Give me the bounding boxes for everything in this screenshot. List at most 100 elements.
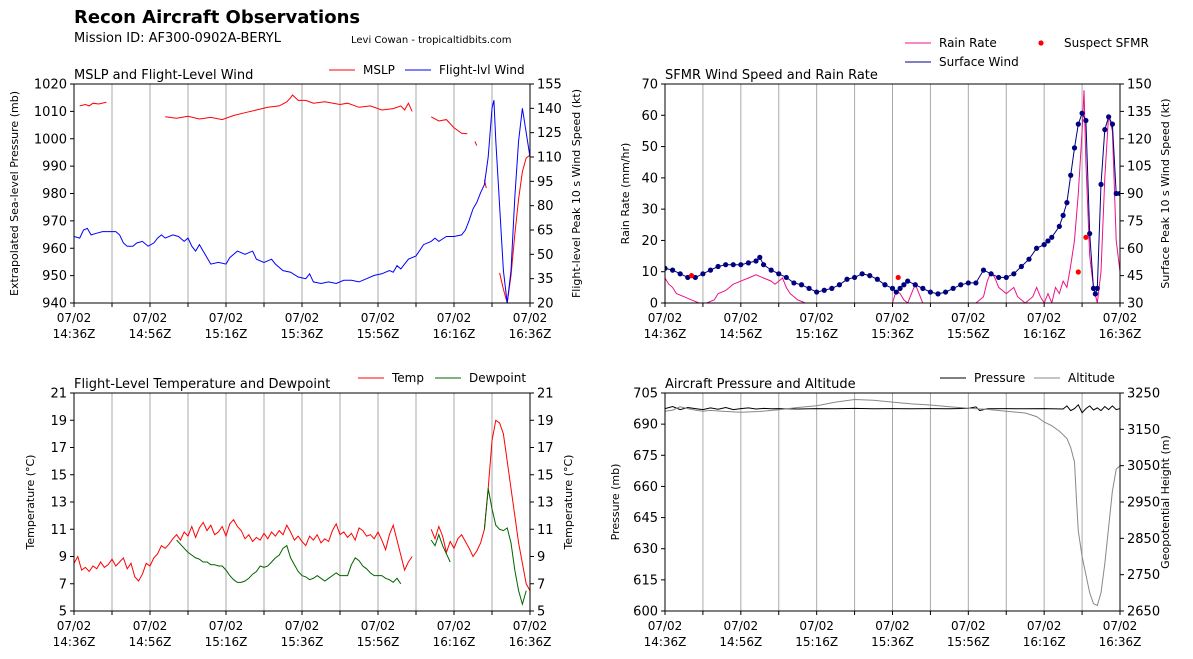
data-point: [806, 285, 812, 291]
data-point: [1041, 242, 1047, 248]
x-time-label: 14:56Z: [129, 327, 172, 341]
data-point: [897, 285, 903, 291]
data-point: [768, 267, 774, 273]
x-date-label: 07/02: [133, 311, 168, 325]
data-point: [980, 267, 987, 273]
y-tick-label: 5: [59, 605, 67, 620]
series-line: [483, 488, 527, 607]
x-date-label: 07/02: [285, 619, 320, 633]
series-line: [665, 90, 1120, 303]
y2-tick-label: 3250: [1127, 387, 1160, 402]
series-line: [430, 533, 451, 563]
y-tick-label: 615: [633, 573, 658, 588]
data-point: [723, 262, 729, 268]
main-title: Recon Aircraft Observations: [74, 7, 361, 28]
y2-tick-label: 21: [537, 387, 554, 402]
data-point: [829, 285, 835, 291]
y-tick-label: 675: [633, 449, 658, 464]
data-point: [677, 271, 683, 277]
series-line: [665, 398, 1120, 607]
plot-area: [74, 419, 530, 607]
data-point: [669, 267, 676, 273]
data-point: [1083, 117, 1089, 124]
data-point: [1064, 200, 1070, 206]
data-point: [707, 267, 714, 273]
y-tick-label: 645: [633, 511, 658, 526]
data-point: [836, 282, 843, 288]
data-point: [1003, 274, 1009, 281]
series-line: [430, 116, 468, 135]
y2-tick-label: 75: [1127, 214, 1144, 229]
x-date-label: 07/02: [209, 619, 244, 633]
y2-tick-label: 19: [537, 414, 554, 429]
y-tick-label: 9: [59, 550, 67, 565]
data-point: [895, 274, 901, 281]
x-time-label: 15:56Z: [947, 327, 990, 341]
data-point: [1011, 271, 1017, 277]
x-time-label: 16:16Z: [433, 635, 476, 649]
series-line: [430, 419, 530, 591]
x-time-label: 14:36Z: [644, 635, 687, 649]
data-point: [730, 262, 736, 268]
data-point: [791, 280, 797, 286]
panel-title: MSLP and Flight-Level Wind: [74, 68, 253, 83]
x-date-label: 07/02: [437, 619, 472, 633]
x-time-label: 15:56Z: [947, 635, 990, 649]
data-point: [798, 282, 805, 288]
y2-tick-label: 65: [537, 224, 554, 239]
data-point: [688, 273, 695, 279]
y-tick-label: 50: [641, 140, 658, 155]
data-point: [814, 289, 820, 295]
y-tick-label: 1000: [34, 132, 67, 147]
y-tick-label: 600: [633, 605, 658, 620]
temp_dew-panel: 5 7 9 11 13 15 17 19 21 5 7 9 11 13 15 17 19 21 07/02 14:36…: [24, 371, 575, 649]
y-tick-label: 30: [641, 203, 658, 218]
y-axis-label: Extrapolated Sea-level Pressure (mb): [8, 91, 21, 296]
data-point: [973, 280, 979, 286]
data-point: [927, 289, 934, 295]
x-time-label: 15:36Z: [871, 327, 914, 341]
y-tick-label: 970: [42, 214, 67, 229]
x-date-label: 07/02: [724, 311, 759, 325]
x-date-label: 07/02: [724, 619, 759, 633]
data-point: [1018, 263, 1025, 270]
x-time-label: 14:36Z: [53, 327, 96, 341]
y2-tick-label: 2850: [1127, 532, 1160, 547]
series-pressure: [665, 403, 1120, 414]
y2-axis-label: Temperature (°C): [562, 455, 575, 551]
y-axis-label: Temperature (°C): [24, 455, 37, 551]
x-time-label: 16:16Z: [1023, 635, 1066, 649]
x-time-label: 15:36Z: [281, 635, 324, 649]
y2-tick-label: 15: [537, 468, 554, 483]
x-date-label: 07/02: [648, 311, 683, 325]
data-point: [950, 285, 956, 291]
x-date-label: 07/02: [361, 311, 396, 325]
y-tick-label: 630: [633, 542, 658, 557]
legend-label: Pressure: [974, 371, 1025, 385]
x-date-label: 07/02: [513, 311, 548, 325]
y2-tick-label: 2750: [1127, 568, 1160, 583]
x-date-label: 07/02: [875, 311, 910, 325]
legend-label: Dewpoint: [469, 371, 526, 385]
x-time-label: 16:16Z: [433, 327, 476, 341]
legend-label: Rain Rate: [939, 36, 997, 50]
x-time-label: 15:56Z: [357, 635, 400, 649]
series-suspect: [688, 234, 1089, 281]
y-tick-label: 705: [633, 387, 658, 402]
legend: Pressure Altitude: [940, 371, 1115, 385]
data-point: [738, 262, 744, 268]
series-temp: [74, 419, 530, 591]
legend-label: Flight-lvl Wind: [439, 63, 525, 77]
mslp_wind-panel: 940 950 960 970 980 990 1000 1010 1020 20 35 50 65 80…: [8, 63, 583, 341]
x-time-label: 14:56Z: [719, 327, 762, 341]
y-tick-label: 1010: [34, 105, 67, 120]
data-point: [867, 273, 873, 279]
series-sfmr: [665, 110, 1120, 297]
series-line: [79, 101, 107, 107]
x-date-label: 07/02: [133, 619, 168, 633]
y-tick-label: 19: [50, 414, 67, 429]
x-time-label: 15:16Z: [795, 327, 838, 341]
y2-tick-label: 125: [537, 126, 562, 141]
y-tick-label: 660: [633, 480, 658, 495]
y-tick-label: 950: [42, 269, 67, 284]
